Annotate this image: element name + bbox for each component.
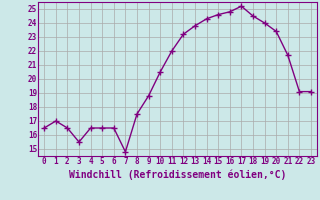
X-axis label: Windchill (Refroidissement éolien,°C): Windchill (Refroidissement éolien,°C) <box>69 169 286 180</box>
